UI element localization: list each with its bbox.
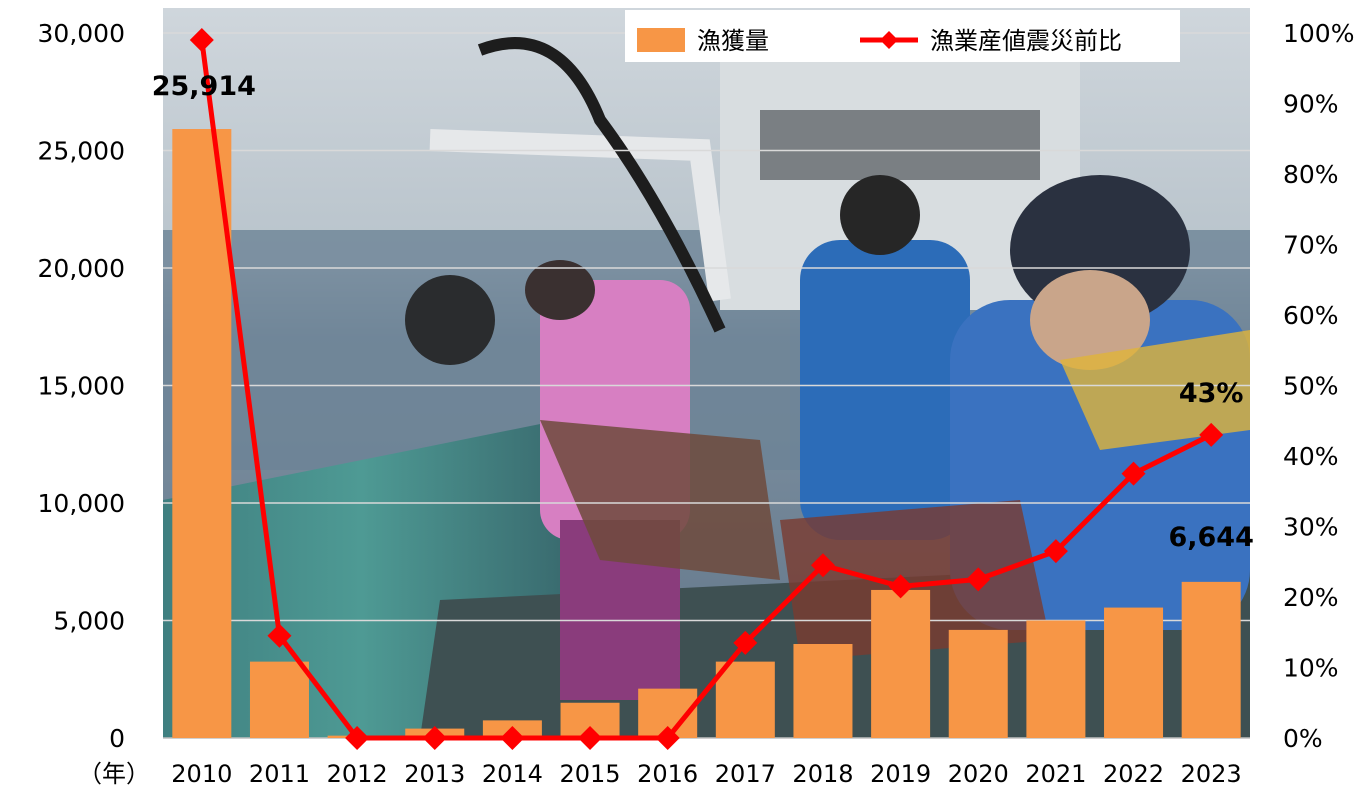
x-tick-label: 2018 — [792, 760, 853, 786]
line-marker-2017 — [733, 630, 758, 655]
x-tick-label: 2017 — [715, 760, 776, 786]
legend-box — [625, 10, 1180, 62]
x-tick-label: 2021 — [1025, 760, 1086, 786]
line-marker-2010 — [189, 28, 214, 53]
y-left-tick-label: 25,000 — [38, 137, 125, 166]
line-marker-2012 — [345, 726, 370, 750]
legend: 漁獲量 漁業産値震災前比 — [625, 10, 1180, 62]
legend-swatch-marker — [880, 31, 898, 49]
line-marker-2018 — [810, 553, 835, 578]
line-series — [189, 28, 1224, 750]
x-tick-label: 2023 — [1181, 760, 1242, 786]
y-left-tick-label: 20,000 — [38, 254, 125, 283]
line-marker-2013 — [422, 726, 447, 750]
y-right-tick-label: 60% — [1283, 301, 1339, 330]
x-tick-label: 2016 — [637, 760, 698, 786]
legend-label-bar: 漁獲量 — [697, 27, 769, 55]
line-marker-2022 — [1121, 461, 1146, 486]
x-tick-label: 2011 — [249, 760, 310, 786]
y-right-tick-label: 40% — [1283, 442, 1339, 471]
data-label-2023-bar: 6,644 — [1168, 522, 1253, 553]
x-tick-label: 2014 — [482, 760, 543, 786]
x-tick-label: 2019 — [870, 760, 931, 786]
y-right-tick-label: 80% — [1283, 160, 1339, 189]
line-marker-2019 — [888, 574, 913, 599]
y-left-tick-label: 15,000 — [38, 372, 125, 401]
line-marker-2015 — [578, 726, 603, 750]
bar-series — [172, 129, 1241, 738]
y-right-tick-label: 90% — [1283, 90, 1339, 119]
bar-2019 — [871, 589, 931, 738]
data-labels: 25,914 6,644 43% — [152, 71, 1254, 553]
line-marker-2011 — [267, 623, 292, 648]
y-left-tick-label: 5,000 — [53, 607, 125, 636]
bar-2020 — [948, 629, 1008, 738]
y-left-tick-label: 0 — [109, 724, 125, 753]
line-marker-2014 — [500, 726, 525, 750]
x-tick-label: 2020 — [948, 760, 1009, 786]
x-axis: （年） 2010 2011 2012 2013 2014 2015 2016 2017 2018 2… — [78, 760, 1242, 786]
bar-2011 — [249, 661, 309, 738]
y-right-tick-label: 70% — [1283, 231, 1339, 260]
x-tick-label: 2013 — [404, 760, 465, 786]
line-marker-2020 — [966, 567, 991, 592]
y-axis-left: 0 5,000 10,000 15,000 20,000 25,000 30,000 — [38, 19, 125, 753]
line-path — [199, 39, 1213, 741]
y-right-tick-label: 30% — [1283, 513, 1339, 542]
y-right-tick-label: 100% — [1283, 19, 1354, 48]
background-photo — [163, 8, 1250, 738]
data-label-2023-line: 43% — [1179, 378, 1244, 409]
x-tick-label: 2015 — [559, 760, 620, 786]
y-right-tick-label: 50% — [1283, 372, 1339, 401]
line-marker-2023 — [1199, 422, 1224, 447]
x-tick-label: 2010 — [171, 760, 232, 786]
bar-2022 — [1104, 607, 1164, 738]
bar-2010 — [172, 129, 232, 738]
legend-swatch-bar — [637, 28, 685, 52]
line-marker-2016 — [655, 726, 680, 750]
bar-2018 — [793, 644, 853, 738]
x-tick-label: 2012 — [327, 760, 388, 786]
x-tick-label: 2022 — [1103, 760, 1164, 786]
y-right-tick-label: 0% — [1283, 724, 1323, 753]
legend-label-line: 漁業産値震災前比 — [930, 27, 1122, 55]
y-left-tick-label: 30,000 — [38, 19, 125, 48]
bar-2023 — [1181, 581, 1241, 738]
line-marker-2021 — [1043, 539, 1068, 564]
bar-2021 — [1026, 620, 1086, 738]
y-right-tick-label: 20% — [1283, 583, 1339, 612]
y-left-tick-label: 10,000 — [38, 489, 125, 518]
y-right-tick-label: 10% — [1283, 654, 1339, 683]
data-label-2010-bar: 25,914 — [152, 71, 256, 102]
y-axis-right: 0% 10% 20% 30% 40% 50% 60% 70% 80% 90% 100% — [1283, 19, 1354, 753]
bar-2017 — [715, 661, 775, 738]
x-axis-unit: （年） — [78, 760, 150, 786]
